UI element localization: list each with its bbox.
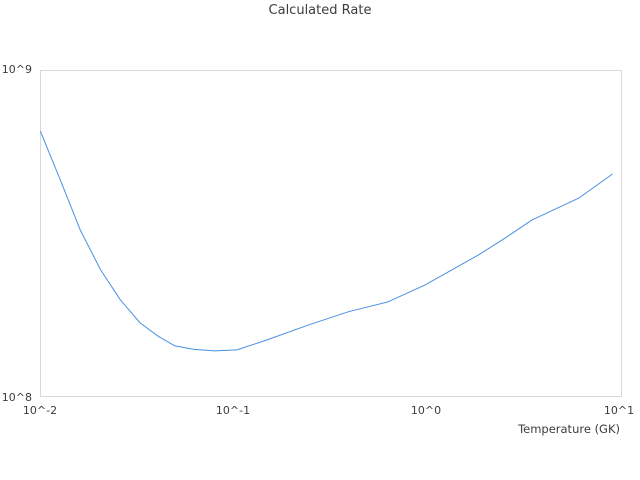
y-axis-tick-1e9: 10^9 [1,63,32,76]
x-axis-label: Temperature (GK) [518,422,620,436]
x-axis-tick-1e0: 10^0 [410,404,442,417]
y-axis-tick-1e8: 10^8 [1,391,32,404]
x-axis-tick-1e1: 10^1 [603,404,635,417]
x-axis-tick-1e-1: 10^-1 [215,404,251,417]
x-axis-tick-1e-2: 10^-2 [22,404,58,417]
plot-border [40,70,622,397]
rate-line-series [40,131,613,352]
chart-title: Calculated Rate [268,3,372,18]
